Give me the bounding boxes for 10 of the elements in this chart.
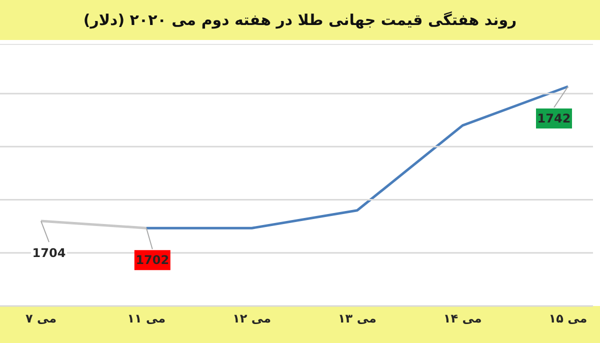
x-tick-label: ۱۳ می [338, 312, 376, 326]
x-tick-label: ۷ می [25, 312, 57, 326]
x-tick-label: ۱۲ می [232, 312, 272, 326]
x-tick-label: ۱۵ می [548, 312, 588, 326]
data-label: 1742 [537, 111, 571, 126]
chart-title: روند هفتگی قیمت جهانی طلا در هفته دوم می ۲۰۲۰ (دلار) [0, 0, 600, 40]
x-tick-label: ۱۱ می [127, 312, 166, 326]
data-label: 1704 [32, 246, 66, 260]
x-tick-label: ۱۴ می [443, 312, 482, 326]
data-label: 1702 [136, 253, 170, 268]
